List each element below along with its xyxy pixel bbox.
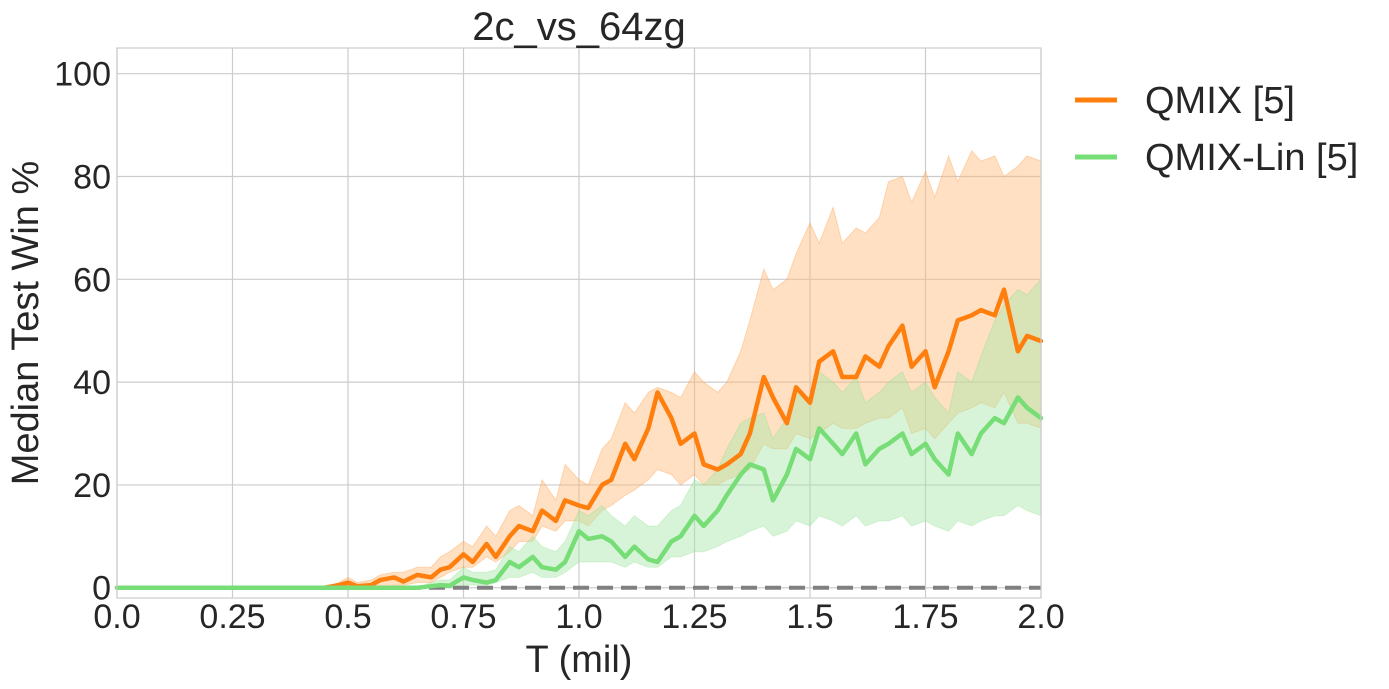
y-tick-label: 100: [54, 56, 111, 94]
series-line-1: [114, 395, 1044, 590]
y-tick-label: 40: [73, 364, 111, 402]
x-tick-label: 1.5: [786, 598, 833, 636]
legend-label: QMIX-Lin [5]: [1145, 137, 1358, 179]
plot-frame: [116, 47, 1042, 599]
y-tick-label: 60: [73, 261, 111, 299]
x-tick-label: 1.0: [555, 598, 602, 636]
y-tick-label: 0: [92, 570, 111, 608]
x-tick-label: 0.0: [93, 598, 140, 636]
series-line-0: [114, 287, 1044, 590]
y-tick-label: 20: [73, 467, 111, 505]
y-tick-label: 80: [73, 159, 111, 197]
x-tick-label: 0.25: [199, 598, 265, 636]
x-tick-label: 1.75: [892, 598, 958, 636]
x-tick-label: 1.25: [661, 598, 727, 636]
legend: QMIX [5] QMIX-Lin [5]: [1075, 80, 1358, 179]
y-tick-labels: 0 20 40 60 80 100: [54, 56, 111, 608]
x-axis-label: T (mil): [526, 639, 633, 681]
x-tick-label: 0.5: [324, 598, 371, 636]
x-tick-label: 0.75: [430, 598, 496, 636]
x-tick-labels: 0.0 0.25 0.5 0.75 1.0 1.25 1.5 1.75 2.0: [93, 598, 1064, 636]
legend-label: QMIX [5]: [1145, 80, 1295, 122]
x-tick-label: 2.0: [1017, 598, 1064, 636]
series-lines: [114, 287, 1044, 590]
y-axis-label: Median Test Win %: [5, 161, 47, 486]
chart-title: 2c_vs_64zg: [472, 5, 685, 49]
